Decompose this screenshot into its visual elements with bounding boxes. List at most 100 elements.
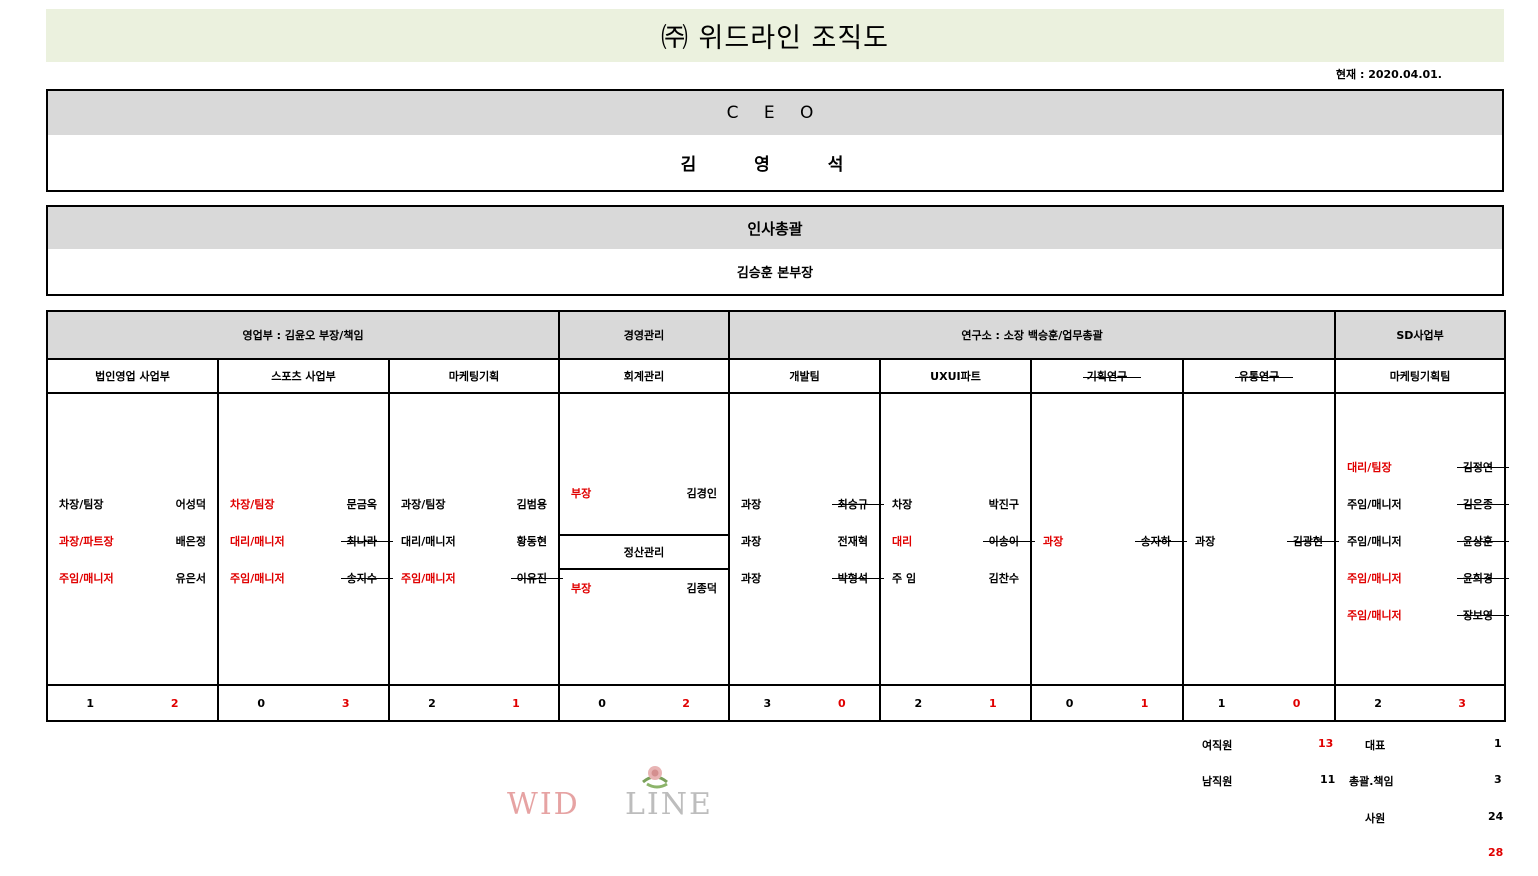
member-0: 차장 박진구 <box>881 485 1030 522</box>
member-title: 부장 <box>571 487 592 500</box>
thistle-emblem-icon <box>642 766 668 789</box>
staff-count-label: 사원 <box>1365 812 1386 825</box>
count-male: 2 <box>428 696 436 710</box>
member-name: 김정연 <box>1456 460 1510 474</box>
team-name: 기획연구 <box>1086 370 1128 383</box>
member-title: 주임/매니저 <box>1347 534 1402 548</box>
member-1: 과장/파트장 배은정 <box>48 522 217 559</box>
team-members-3: 부장 김경인 정산관리 부장 김종덕 <box>558 392 731 686</box>
member-list: 과장/팀장 김범용 대리/매니저 황동현 주임/매니저 이유진 <box>390 482 564 596</box>
member-name: 장보영 <box>1456 608 1510 622</box>
member-name: 김은종 <box>1456 497 1510 511</box>
current-date: 현재 : 2020.04.01. <box>1335 68 1442 81</box>
member-name: 김광현 <box>1286 534 1340 548</box>
member-title: 대리 <box>892 534 913 548</box>
member-name: 송지수 <box>340 571 394 585</box>
ceo-count-label: 대표 <box>1365 739 1386 752</box>
group-sd: SD사업부 <box>1334 310 1507 360</box>
member-2: 주 임 김찬수 <box>881 559 1030 596</box>
member-0: 부장 김종덕 <box>560 570 728 607</box>
team-members-8: 대리/팀장 김정연 주임/매니저 김은종 주임/매니저 윤상훈 주임/매니저 윤희경 주임/매니… <box>1334 392 1510 686</box>
member-name: 송자하 <box>1134 534 1188 548</box>
member-title: 차장/팀장 <box>59 497 104 511</box>
count-female: 1 <box>1140 696 1149 710</box>
widline-logo: WID LINE <box>505 762 861 822</box>
page-title-text: ㈜ 위드라인 조직도 <box>660 23 890 54</box>
member-title: 주 임 <box>892 571 917 585</box>
group-management: 경영관리 <box>558 310 731 360</box>
member-title: 주임/매니저 <box>401 571 456 585</box>
member-list: 부장 김경인 정산관리 부장 김종덕 <box>560 472 729 607</box>
member-title: 주임/매니저 <box>1347 571 1402 585</box>
count-male: 0 <box>1065 696 1074 710</box>
member-1: 대리 이송이 <box>881 522 1036 559</box>
member-0: 과장 송자하 <box>1032 522 1188 559</box>
svg-text:WID: WID <box>507 787 580 822</box>
member-title: 주임/매니저 <box>1347 608 1402 622</box>
member-title: 대리/매니저 <box>401 534 456 548</box>
member-name: 윤희경 <box>1456 571 1510 585</box>
count-female: 0 <box>1292 696 1301 710</box>
member-name: 배은정 <box>175 534 206 548</box>
svg-text:LINE: LINE <box>625 787 713 822</box>
team-header-4: 개발팀 <box>728 358 882 394</box>
member-name: 이송이 <box>982 534 1036 548</box>
count-male: 0 <box>257 696 266 710</box>
count-male: 2 <box>914 696 923 710</box>
team-header-0: 법인영업 사업부 <box>46 358 219 394</box>
team-name: 유통연구 <box>1238 370 1280 383</box>
team-members-6: 과장 송자하 <box>1030 392 1188 686</box>
group-research: 연구소 : 소장 백승훈/업무총괄 <box>728 310 1337 360</box>
count-female: 2 <box>682 696 690 710</box>
member-0: 과장 최승규 <box>730 485 885 522</box>
member-name: 유은서 <box>175 571 206 585</box>
member-name: 전재혁 <box>837 534 869 548</box>
member-2: 주임/매니저 이유진 <box>390 559 564 596</box>
member-title: 대리/매니저 <box>230 534 285 548</box>
member-row: 차장/팀장 어성덕 과장/파트장 배은정 주임/매니저 유은서 차장/팀장 문금옥 대리/매니저… <box>46 392 1510 686</box>
member-1: 과장 전재혁 <box>730 522 879 559</box>
member-list: 대리/팀장 김정연 주임/매니저 김은종 주임/매니저 윤상훈 주임/매니저 윤희경 주임/매니… <box>1336 445 1510 633</box>
member-name: 박형석 <box>831 571 885 585</box>
team-header-1: 스포츠 사업부 <box>217 358 390 394</box>
member-name: 박진구 <box>988 497 1020 511</box>
member-name: 이유진 <box>510 571 564 585</box>
member-0: 부장 김경인 <box>560 475 728 512</box>
member-3: 주임/매니저 윤희경 <box>1336 559 1510 596</box>
org-chart-table: 영업부 : 김윤오 부장/책임 경영관리 연구소 : 소장 백승훈/업무총괄 S… <box>45 310 1510 722</box>
team-header-7: 유통연구 <box>1182 358 1337 394</box>
member-title: 과장 <box>741 534 762 548</box>
member-2: 주임/매니저 유은서 <box>48 559 217 596</box>
member-title: 차장/팀장 <box>230 497 275 511</box>
member-0: 차장/팀장 어성덕 <box>48 485 217 522</box>
team-members-7: 과장 김광현 <box>1182 392 1340 686</box>
page-title: ㈜ 위드라인 조직도 <box>46 9 1504 62</box>
ceo-count: 1 <box>1494 737 1502 750</box>
count-female: 1 <box>512 696 520 710</box>
member-name: 어성덕 <box>175 497 206 511</box>
count-female: 2 <box>170 696 179 710</box>
member-title: 과장 <box>1043 534 1064 548</box>
member-title: 주임/매니저 <box>59 571 114 585</box>
member-2: 과장 박형석 <box>730 559 885 596</box>
count-male: 0 <box>598 696 606 710</box>
hr-label: 인사총괄 <box>48 207 1502 249</box>
member-name: 황동현 <box>516 534 548 548</box>
member-0: 대리/팀장 김정연 <box>1336 448 1510 485</box>
male-label: 남직원 <box>1202 775 1233 788</box>
